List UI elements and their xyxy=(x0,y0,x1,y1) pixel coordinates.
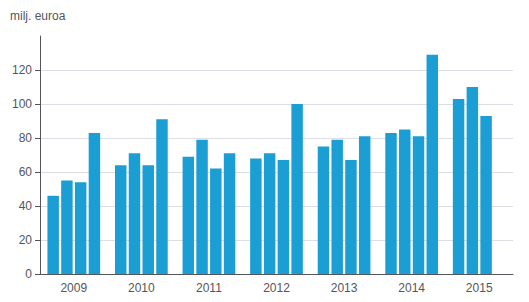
svg-text:0: 0 xyxy=(25,267,32,281)
svg-text:60: 60 xyxy=(19,165,33,179)
svg-text:milj. euroa: milj. euroa xyxy=(10,9,66,23)
svg-text:2010: 2010 xyxy=(128,281,155,295)
svg-text:100: 100 xyxy=(12,97,32,111)
svg-text:20: 20 xyxy=(19,233,33,247)
svg-text:120: 120 xyxy=(12,63,32,77)
svg-text:2011: 2011 xyxy=(196,281,222,295)
svg-text:2015: 2015 xyxy=(466,281,493,295)
svg-text:2009: 2009 xyxy=(60,281,87,295)
svg-text:80: 80 xyxy=(19,131,33,145)
svg-text:2014: 2014 xyxy=(398,281,425,295)
svg-text:2012: 2012 xyxy=(263,281,290,295)
svg-text:40: 40 xyxy=(19,199,33,213)
svg-text:2013: 2013 xyxy=(331,281,358,295)
